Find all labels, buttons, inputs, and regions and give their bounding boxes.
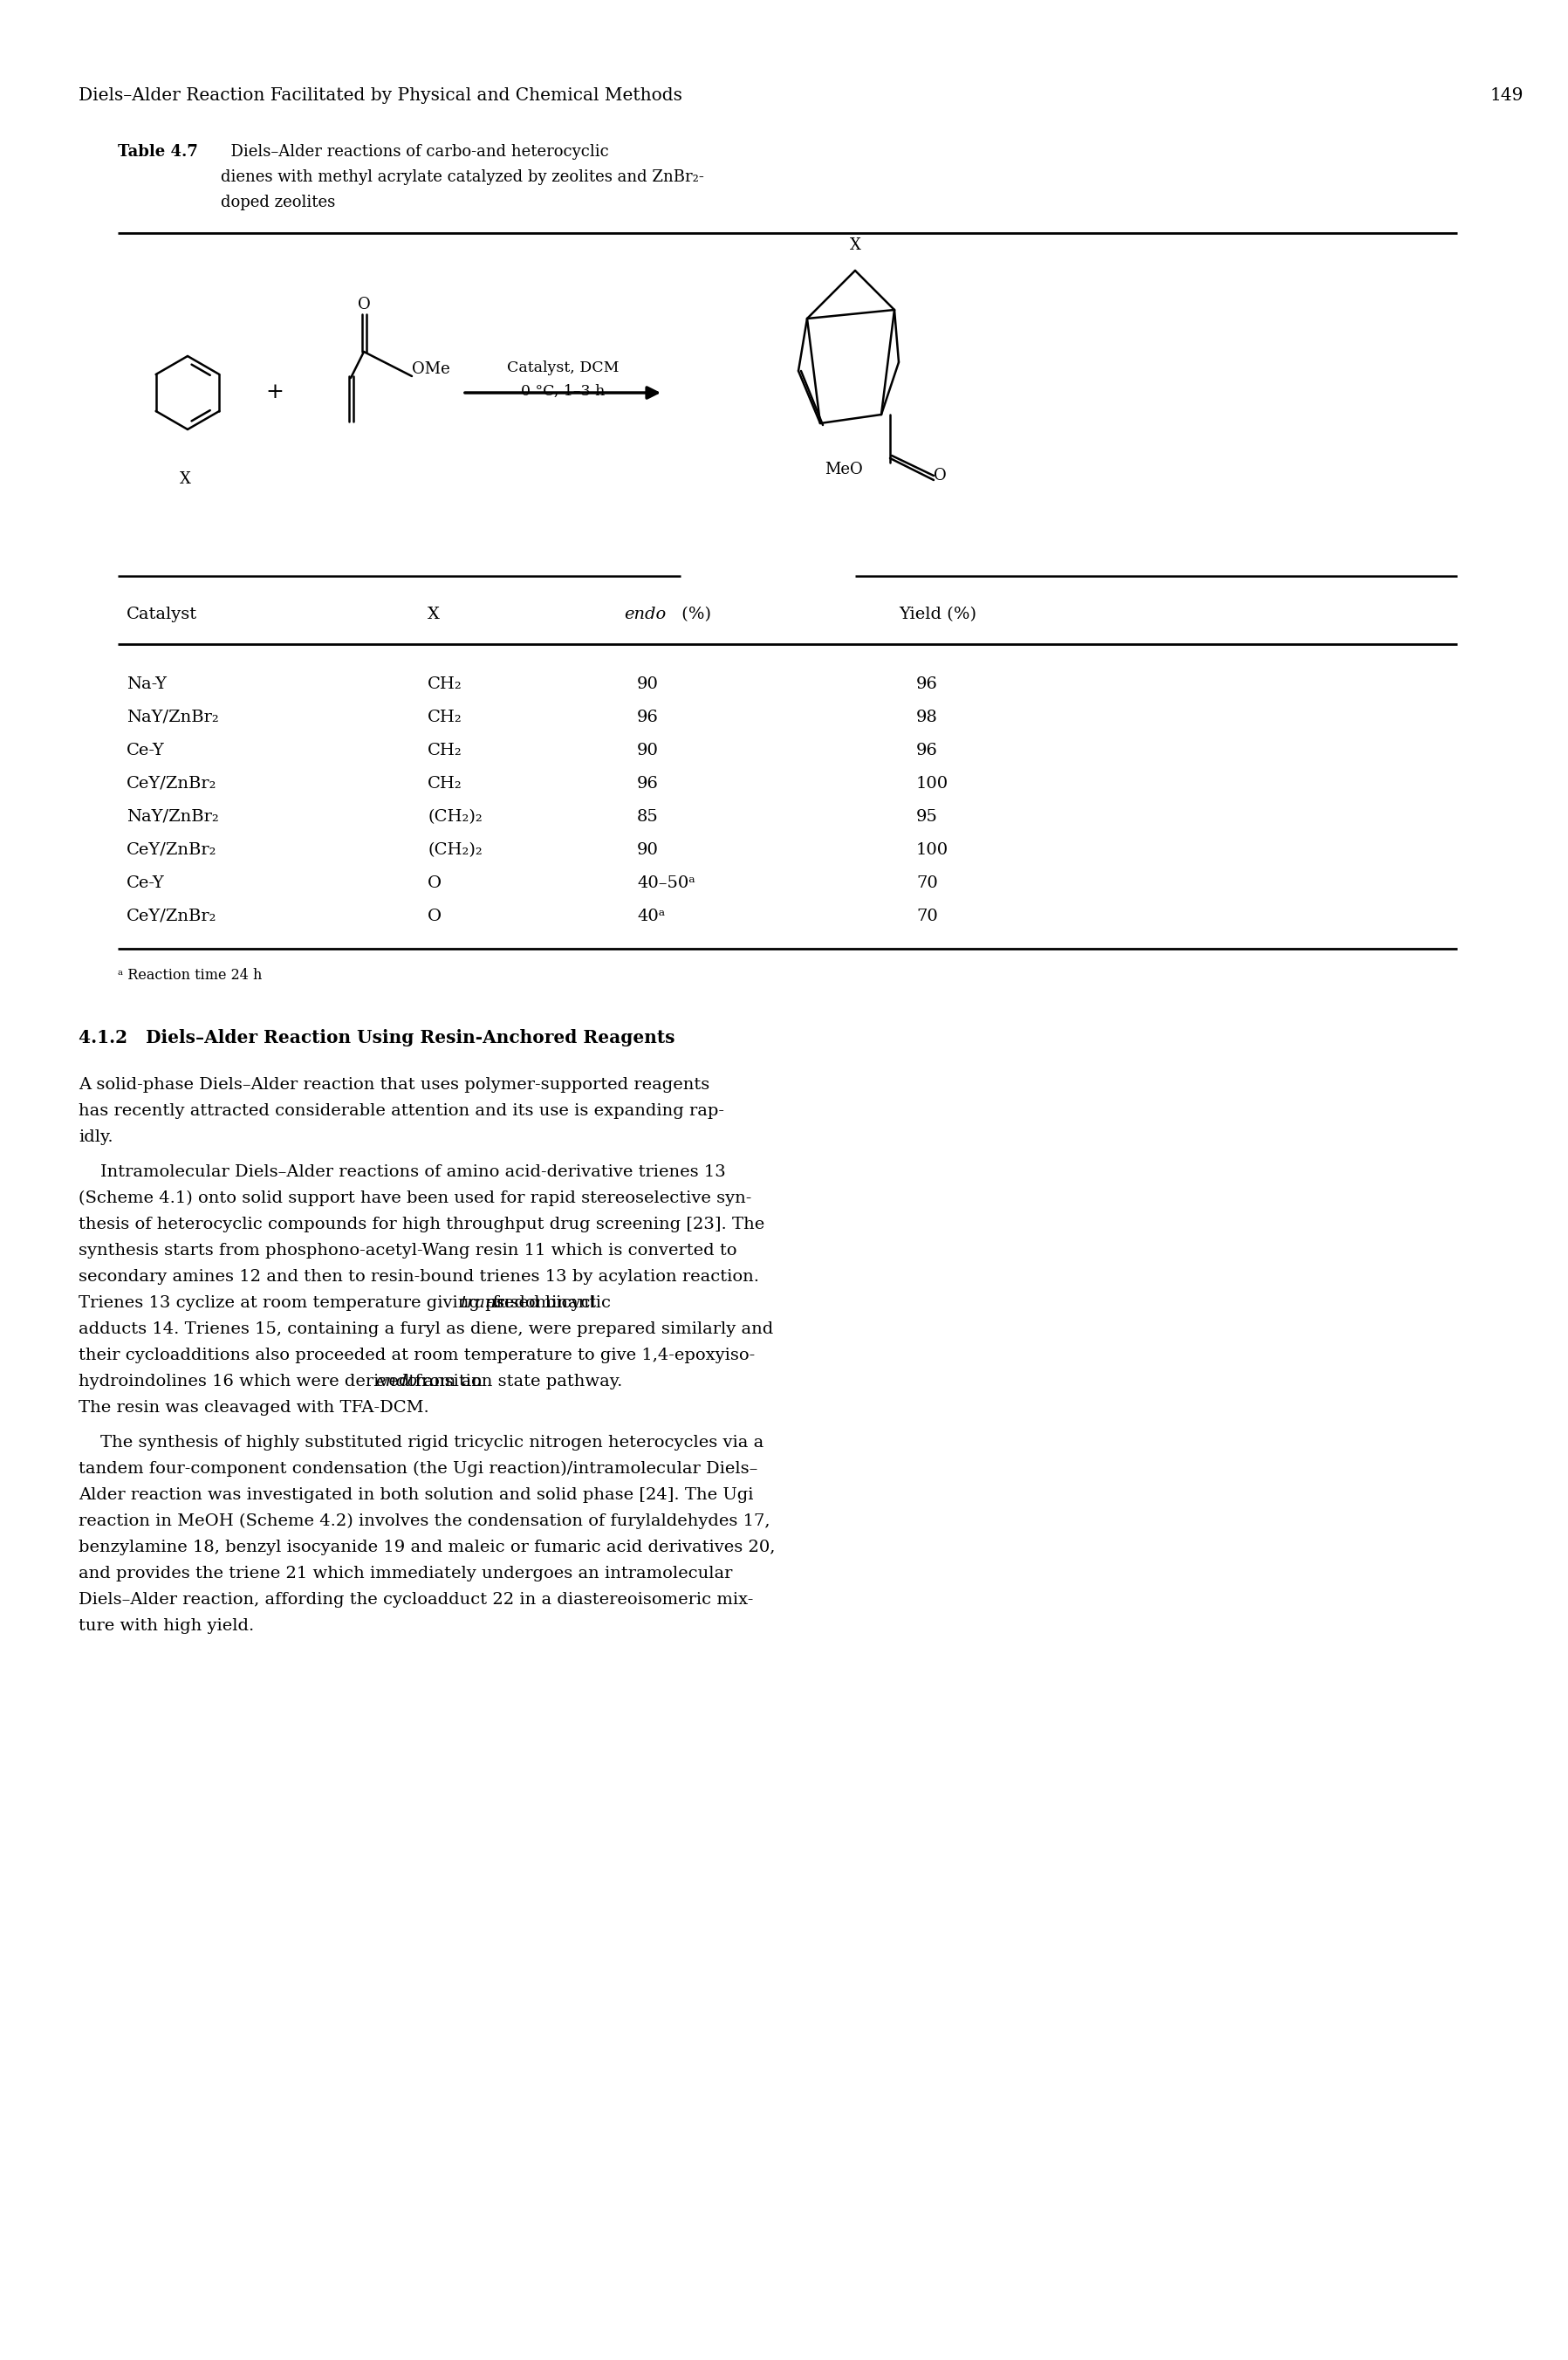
Text: A solid-phase Diels–Alder reaction that uses polymer-supported reagents: A solid-phase Diels–Alder reaction that … — [78, 1076, 710, 1093]
Text: (%): (%) — [676, 607, 712, 623]
Text: -fused bicyclic: -fused bicyclic — [486, 1296, 610, 1310]
Text: Alder reaction was investigated in both solution and solid phase [24]. The Ugi: Alder reaction was investigated in both … — [78, 1487, 754, 1503]
Text: NaY/ZnBr₂: NaY/ZnBr₂ — [127, 809, 220, 824]
Text: 90: 90 — [637, 743, 659, 758]
Text: Na-Y: Na-Y — [127, 677, 166, 691]
Text: CH₂: CH₂ — [428, 743, 463, 758]
Text: The resin was cleavaged with TFA-DCM.: The resin was cleavaged with TFA-DCM. — [78, 1399, 430, 1416]
Text: 96: 96 — [916, 677, 938, 691]
Text: CeY/ZnBr₂: CeY/ZnBr₂ — [127, 843, 216, 859]
Text: 98: 98 — [916, 710, 938, 725]
Text: O: O — [933, 467, 947, 484]
Text: 100: 100 — [916, 843, 949, 859]
Text: Table 4.7: Table 4.7 — [118, 144, 198, 160]
Text: +: + — [265, 382, 284, 404]
Text: 96: 96 — [916, 743, 938, 758]
Text: Diels–Alder Reaction Facilitated by Physical and Chemical Methods: Diels–Alder Reaction Facilitated by Phys… — [78, 87, 682, 104]
Text: MeO: MeO — [825, 463, 862, 477]
Text: O: O — [358, 297, 370, 312]
Text: CeY/ZnBr₂: CeY/ZnBr₂ — [127, 776, 216, 791]
Text: and provides the triene 21 which immediately undergoes an intramolecular: and provides the triene 21 which immedia… — [78, 1565, 732, 1581]
Text: Trienes 13 cyclize at room temperature giving predominant: Trienes 13 cyclize at room temperature g… — [78, 1296, 602, 1310]
Text: 100: 100 — [916, 776, 949, 791]
Text: 4.1.2   Diels–Alder Reaction Using Resin-Anchored Reagents: 4.1.2 Diels–Alder Reaction Using Resin-A… — [78, 1029, 674, 1045]
Text: The synthesis of highly substituted rigid tricyclic nitrogen heterocycles via a: The synthesis of highly substituted rigi… — [78, 1435, 764, 1451]
Text: 40ᵃ: 40ᵃ — [637, 909, 665, 925]
Text: Catalyst, DCM: Catalyst, DCM — [506, 361, 619, 375]
Text: trans: trans — [461, 1296, 505, 1310]
Text: CH₂: CH₂ — [428, 710, 463, 725]
Text: 90: 90 — [637, 677, 659, 691]
Text: 96: 96 — [637, 776, 659, 791]
Text: secondary amines 12 and then to resin-bound trienes 13 by acylation reaction.: secondary amines 12 and then to resin-bo… — [78, 1270, 759, 1284]
Text: hydroindolines 16 which were derived from an: hydroindolines 16 which were derived fro… — [78, 1374, 488, 1390]
Text: adducts 14. Trienes 15, containing a furyl as diene, were prepared similarly and: adducts 14. Trienes 15, containing a fur… — [78, 1322, 773, 1338]
Text: ᵃ Reaction time 24 h: ᵃ Reaction time 24 h — [118, 968, 262, 982]
Text: 70: 70 — [916, 876, 938, 892]
Text: thesis of heterocyclic compounds for high throughput drug screening [23]. The: thesis of heterocyclic compounds for hig… — [78, 1218, 765, 1232]
Text: 149: 149 — [1490, 87, 1523, 104]
Text: 96: 96 — [637, 710, 659, 725]
Text: NaY/ZnBr₂: NaY/ZnBr₂ — [127, 710, 220, 725]
Text: (CH₂)₂: (CH₂)₂ — [428, 843, 483, 859]
Text: ture with high yield.: ture with high yield. — [78, 1619, 254, 1633]
Text: synthesis starts from phosphono-acetyl-Wang resin 11 which is converted to: synthesis starts from phosphono-acetyl-W… — [78, 1244, 737, 1258]
Text: endo: endo — [375, 1374, 417, 1390]
Text: 95: 95 — [916, 809, 938, 824]
Text: X: X — [850, 238, 861, 253]
Text: Ce-Y: Ce-Y — [127, 743, 165, 758]
Text: X: X — [179, 472, 191, 486]
Text: reaction in MeOH (Scheme 4.2) involves the condensation of furylaldehydes 17,: reaction in MeOH (Scheme 4.2) involves t… — [78, 1513, 770, 1529]
Text: (CH₂)₂: (CH₂)₂ — [428, 809, 483, 824]
Text: 85: 85 — [637, 809, 659, 824]
Text: Ce-Y: Ce-Y — [127, 876, 165, 892]
Text: idly.: idly. — [78, 1130, 113, 1145]
Text: CH₂: CH₂ — [428, 776, 463, 791]
Text: CeY/ZnBr₂: CeY/ZnBr₂ — [127, 909, 216, 925]
Text: Catalyst: Catalyst — [127, 607, 198, 623]
Text: 90: 90 — [637, 843, 659, 859]
Text: their cycloadditions also proceeded at room temperature to give 1,4-epoxyiso-: their cycloadditions also proceeded at r… — [78, 1348, 754, 1364]
Text: 70: 70 — [916, 909, 938, 925]
Text: dienes with methyl acrylate catalyzed by zeolites and ZnBr₂-: dienes with methyl acrylate catalyzed by… — [221, 170, 704, 184]
Text: tandem four-component condensation (the Ugi reaction)/intramolecular Diels–: tandem four-component condensation (the … — [78, 1461, 757, 1477]
Text: 0 °C, 1–3 h: 0 °C, 1–3 h — [521, 385, 605, 399]
Text: OMe: OMe — [412, 361, 450, 378]
Text: 40–50ᵃ: 40–50ᵃ — [637, 876, 695, 892]
Text: CH₂: CH₂ — [428, 677, 463, 691]
Text: endo: endo — [624, 607, 666, 623]
Text: (Scheme 4.1) onto solid support have been used for rapid stereoselective syn-: (Scheme 4.1) onto solid support have bee… — [78, 1189, 751, 1206]
Text: benzylamine 18, benzyl isocyanide 19 and maleic or fumaric acid derivatives 20,: benzylamine 18, benzyl isocyanide 19 and… — [78, 1539, 775, 1555]
Text: X: X — [428, 607, 439, 623]
Text: O: O — [428, 909, 442, 925]
Text: doped zeolites: doped zeolites — [221, 194, 336, 210]
Text: Intramolecular Diels–Alder reactions of amino acid-derivative trienes 13: Intramolecular Diels–Alder reactions of … — [78, 1163, 726, 1180]
Text: transition state pathway.: transition state pathway. — [403, 1374, 622, 1390]
Text: O: O — [428, 876, 442, 892]
Text: Diels–Alder reactions of carbo-and heterocyclic: Diels–Alder reactions of carbo-and heter… — [221, 144, 608, 160]
Text: Yield (%): Yield (%) — [898, 607, 977, 623]
Text: has recently attracted considerable attention and its use is expanding rap-: has recently attracted considerable atte… — [78, 1102, 724, 1119]
Text: Diels–Alder reaction, affording the cycloadduct 22 in a diastereoisomeric mix-: Diels–Alder reaction, affording the cycl… — [78, 1593, 753, 1607]
